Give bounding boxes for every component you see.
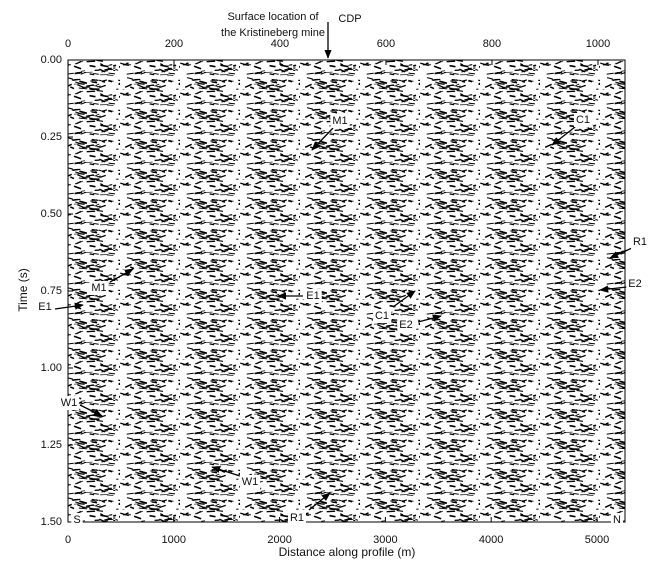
annotation: W1	[242, 476, 259, 488]
x2-tick-label: 0	[65, 38, 71, 50]
annotation: E2	[628, 278, 641, 290]
x-tick-label: 3000	[373, 534, 397, 546]
annotation-arrow	[211, 466, 241, 477]
y-axis-label: Time (s)	[16, 268, 30, 312]
y-tick-label: 0.25	[41, 131, 62, 143]
annotation-bg	[36, 300, 54, 314]
annotation: CDP	[338, 13, 361, 25]
seismic-image	[68, 60, 625, 522]
y-tick-label: 0.00	[41, 54, 62, 66]
y-tick-label: 1.00	[41, 362, 62, 374]
annotation-arrow	[308, 492, 331, 511]
x2-tick-label: 200	[165, 38, 183, 50]
x-tick-label: 0	[65, 534, 71, 546]
annotation-arrow	[392, 290, 416, 308]
annotation: the Kristineberg mine	[221, 27, 325, 39]
annotation-arrow	[109, 268, 134, 283]
annotation-bg	[89, 281, 109, 295]
x-tick-label: 5000	[585, 534, 609, 546]
y-tick-label: 0.50	[41, 208, 62, 220]
annotation: C1	[576, 114, 590, 126]
annotation-bg	[630, 235, 650, 249]
y-tick-label: 1.25	[41, 439, 62, 451]
annotation-arrow	[551, 126, 576, 146]
annotation-arrow	[311, 127, 334, 151]
annotation-bg	[626, 277, 644, 291]
annotation-bg	[287, 511, 307, 525]
annotation-bg	[304, 289, 322, 303]
x2-tick-label: 600	[377, 38, 395, 50]
annotation: C1	[375, 310, 389, 322]
x2-tick-label: 800	[483, 38, 501, 50]
annotation: N	[613, 514, 621, 526]
annotation: R1	[290, 512, 304, 524]
annotation-bg	[71, 513, 83, 527]
x-tick-label: 4000	[479, 534, 503, 546]
x-tick-label: 2000	[267, 534, 291, 546]
annotation: Surface location of	[227, 11, 319, 23]
annotation: S	[73, 514, 80, 526]
annotation: M1	[332, 115, 347, 127]
annotation-bg	[372, 309, 392, 323]
annotation-arrow	[79, 404, 103, 417]
annotation: E1	[306, 290, 319, 302]
annotation-bg	[611, 513, 623, 527]
annotation: M1	[91, 282, 106, 294]
x2-tick-label: 400	[271, 38, 289, 50]
y-tick-label: 0.75	[41, 285, 62, 297]
annotation: E1	[38, 301, 51, 313]
annotation-arrow	[609, 247, 633, 259]
annotation-bg	[239, 475, 261, 489]
annotation: W1	[61, 397, 78, 409]
annotation-bg	[397, 318, 415, 332]
annotation: E2	[399, 319, 412, 331]
y-tick-label: 1.50	[41, 516, 62, 528]
x-tick-label: 1000	[162, 534, 186, 546]
annotation-bg	[330, 114, 350, 128]
annotation-arrow	[417, 314, 442, 323]
annotation-arrow	[54, 302, 84, 310]
x2-tick-label: 1000	[586, 38, 610, 50]
annotation: R1	[633, 236, 647, 248]
annotation-arrow	[599, 285, 628, 293]
annotation-bg	[573, 113, 593, 127]
annotation-bg	[58, 396, 80, 410]
x-axis-label: Distance along profile (m)	[279, 545, 416, 559]
